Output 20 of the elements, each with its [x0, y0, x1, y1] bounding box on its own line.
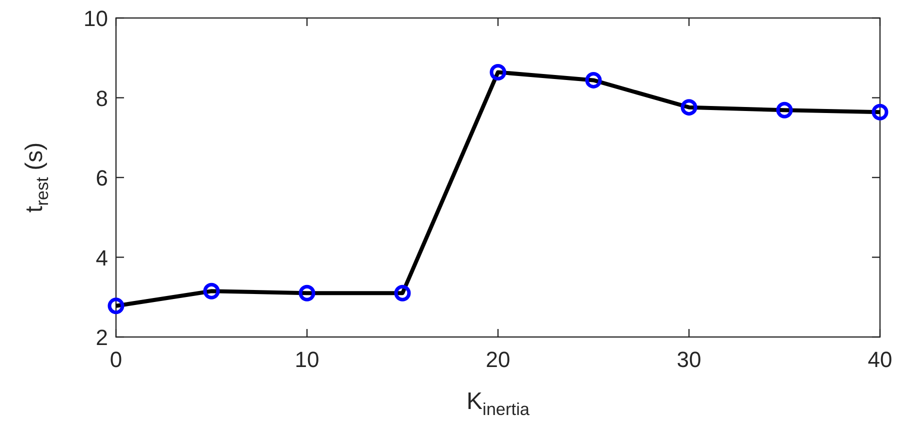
- point: [680, 99, 698, 116]
- point: [585, 72, 602, 88]
- point: [298, 284, 316, 302]
- x-tick-label: 30: [676, 347, 702, 372]
- point: [776, 102, 793, 118]
- y-tick-label: 2: [96, 325, 108, 350]
- x-tick-label: 10: [294, 347, 320, 372]
- x-axis-title: K$_{inertia}$: [466, 388, 530, 420]
- point: [490, 64, 506, 80]
- y-tick-label: 8: [96, 86, 108, 111]
- x-tick-label: 0: [110, 347, 122, 372]
- y-tick-label: 4: [96, 245, 108, 270]
- point: [108, 298, 124, 314]
- y-tick-label: 10: [84, 6, 108, 31]
- point: [203, 282, 220, 300]
- point: [872, 104, 888, 120]
- x-tick-label: 20: [486, 347, 510, 372]
- y-tick-label: 6: [96, 166, 108, 190]
- point: [394, 284, 411, 302]
- x-tick-label: 40: [868, 347, 892, 372]
